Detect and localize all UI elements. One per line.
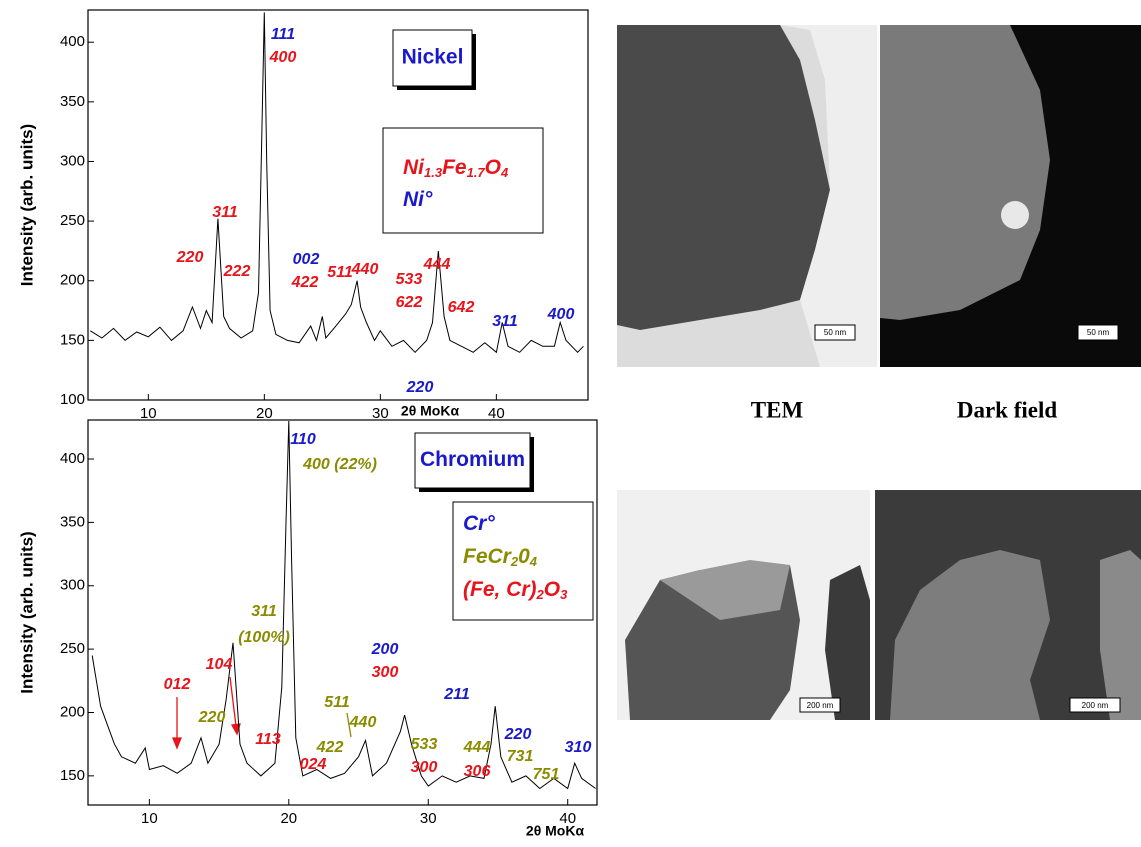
peak-label: (100%) [238, 629, 290, 646]
peak-label: 642 [448, 299, 475, 316]
y-tick-label: 350 [60, 93, 85, 110]
peak-label: 306 [464, 763, 491, 780]
phase-label: Cr° [463, 512, 495, 535]
peak-label: 533 [411, 736, 438, 753]
phase-text: Cr° [463, 512, 495, 535]
image-caption: TEM [751, 397, 804, 422]
scale-bar-label: 50 nm [824, 328, 847, 337]
x-axis-label: 2θ MoKα [401, 403, 460, 419]
peak-label: 400 [547, 306, 575, 323]
peak-label: 511 [327, 264, 353, 281]
peak-label: 444 [463, 739, 491, 756]
peak-label: 111 [271, 26, 295, 43]
phase-subscript: 1.7 [467, 165, 486, 180]
image-caption: Dark field [957, 397, 1058, 422]
y-tick-label: 250 [60, 640, 85, 657]
peak-label: 310 [565, 739, 592, 756]
peak-label: 311 [492, 313, 518, 330]
peak-label: 440 [351, 261, 379, 278]
x-tick-label: 30 [420, 810, 437, 827]
peak-label: 024 [300, 756, 327, 773]
x-tick-label: 20 [280, 810, 297, 827]
phase-text: O [485, 156, 501, 179]
y-tick-label: 300 [60, 577, 85, 594]
phase-text: (Fe, Cr) [463, 578, 537, 601]
y-axis-label: Intensity (arb. units) [17, 531, 36, 693]
tem-image-bottom [617, 490, 870, 720]
phase-label: FeCr204 [463, 545, 538, 570]
peak-label: 444 [423, 256, 451, 273]
phase-text: Ni° [403, 188, 433, 211]
dark-field-image-bottom [875, 490, 1141, 720]
y-tick-label: 100 [60, 391, 85, 408]
peak-label: 400 (22%) [302, 456, 377, 473]
peak-label: 440 [349, 714, 377, 731]
phase-box [383, 128, 543, 233]
y-tick-label: 150 [60, 331, 85, 348]
peak-label: 422 [291, 274, 319, 291]
peak-label: 002 [293, 251, 320, 268]
phase-subscript: 3 [560, 587, 568, 602]
figure: 50 nm 50 nm 200 nm 200 nm TEM Dark field… [0, 0, 1141, 842]
peak-label: 222 [223, 263, 251, 280]
scale-bar-label: 200 nm [1082, 701, 1109, 710]
y-tick-label: 200 [60, 272, 85, 289]
peak-label: 622 [396, 294, 423, 311]
y-tick-label: 300 [60, 152, 85, 169]
x-tick-label: 10 [141, 810, 158, 827]
peak-label: 110 [290, 431, 316, 448]
phase-text: Ni [403, 156, 425, 179]
peak-label: 200 [371, 641, 399, 658]
peak-label: 220 [198, 709, 226, 726]
peak-label: 311 [212, 204, 238, 221]
peak-label: 220 [406, 379, 434, 396]
y-tick-label: 350 [60, 513, 85, 530]
peak-label: 731 [507, 748, 534, 765]
y-tick-label: 250 [60, 212, 85, 229]
peak-label: 422 [316, 739, 344, 756]
peak-label: 511 [324, 694, 350, 711]
peak-label: 300 [411, 759, 438, 776]
panel-title: Chromium [420, 448, 525, 471]
phase-text: 0 [518, 545, 530, 568]
phase-text: FeCr [463, 545, 513, 568]
y-tick-label: 150 [60, 767, 85, 784]
peak-label: 113 [255, 731, 281, 748]
panel-title: Nickel [402, 46, 464, 69]
phase-label: Ni1.3Fe1.7O4 [403, 156, 509, 181]
phase-label: (Fe, Cr)2O3 [463, 578, 568, 603]
peak-label: 300 [372, 664, 399, 681]
y-tick-label: 400 [60, 450, 85, 467]
dark-field-image-top [880, 25, 1141, 367]
peak-label: 104 [206, 656, 233, 673]
phase-subscript: 1.3 [424, 165, 443, 180]
scale-bar-label: 200 nm [807, 701, 834, 710]
tem-image-top [617, 25, 877, 367]
peak-label: 211 [443, 686, 470, 703]
x-axis-label: 2θ MoKα [526, 823, 585, 839]
phase-label: Ni° [403, 188, 433, 211]
peak-label: 400 [269, 49, 297, 66]
y-tick-label: 200 [60, 703, 85, 720]
y-tick-label: 400 [60, 33, 85, 50]
peak-label: 751 [533, 766, 560, 783]
scale-bar-label: 50 nm [1087, 328, 1110, 337]
y-axis-label: Intensity (arb. units) [17, 124, 36, 286]
peak-label: 533 [396, 271, 423, 288]
peak-label: 012 [164, 676, 191, 693]
phase-text: Fe [442, 156, 467, 179]
peak-label: 220 [504, 726, 532, 743]
phase-subscript: 4 [500, 165, 509, 180]
peak-label: 311 [251, 603, 277, 620]
phase-text: O [544, 578, 560, 601]
peak-label: 220 [176, 249, 204, 266]
phase-subscript: 4 [529, 554, 538, 569]
